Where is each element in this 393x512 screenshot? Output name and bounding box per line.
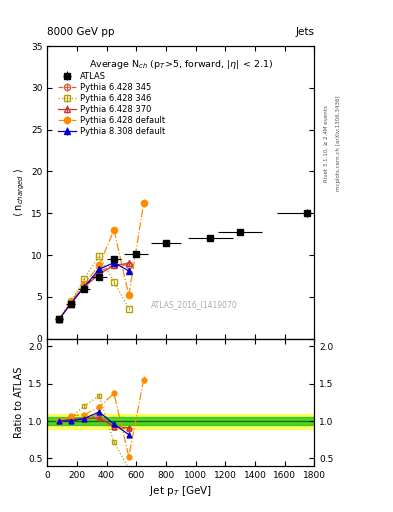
X-axis label: Jet p$_T$ [GeV]: Jet p$_T$ [GeV] <box>149 484 212 498</box>
Text: mcplots.cern.ch [arXiv:1306.3436]: mcplots.cern.ch [arXiv:1306.3436] <box>336 96 341 191</box>
Y-axis label: Ratio to ATLAS: Ratio to ATLAS <box>14 367 24 438</box>
Text: ATLAS_2016_I1419070: ATLAS_2016_I1419070 <box>151 301 237 309</box>
Text: Average N$_{ch}$ (p$_{T}$>5, forward, |$\eta$| < 2.1): Average N$_{ch}$ (p$_{T}$>5, forward, |$… <box>89 58 273 71</box>
Bar <box>47 414 314 429</box>
Bar <box>47 417 314 425</box>
Legend: ATLAS, Pythia 6.428 345, Pythia 6.428 346, Pythia 6.428 370, Pythia 6.428 defaul: ATLAS, Pythia 6.428 345, Pythia 6.428 34… <box>57 71 166 137</box>
Text: 8000 GeV pp: 8000 GeV pp <box>47 27 115 37</box>
Y-axis label: ⟨ n$_{charged}$ ⟩: ⟨ n$_{charged}$ ⟩ <box>12 167 27 217</box>
Text: Rivet 3.1.10, ≥ 2.4M events: Rivet 3.1.10, ≥ 2.4M events <box>324 105 329 182</box>
Text: Jets: Jets <box>296 27 314 37</box>
